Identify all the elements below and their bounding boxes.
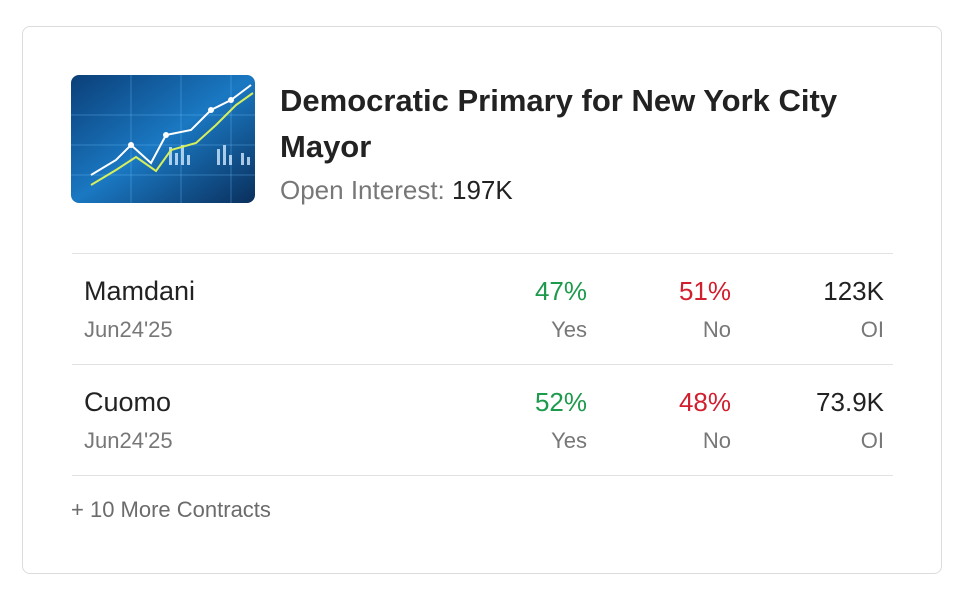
market-card[interactable]	[22, 26, 942, 574]
more-contracts-link[interactable]: + 10 More Contracts	[71, 497, 271, 522]
divider	[72, 253, 893, 254]
contract-date: Jun24'25	[84, 317, 173, 342]
yes-price[interactable]: 52%	[534, 387, 587, 417]
no-price[interactable]: 51%	[678, 276, 731, 306]
contract-oi: 123K	[823, 276, 884, 306]
open-interest-value: 197K	[452, 175, 513, 205]
market-title[interactable]: Democratic Primary for New York City May…	[280, 83, 838, 164]
contract-name[interactable]: Cuomo	[84, 387, 172, 417]
no-label: No	[702, 428, 731, 453]
oi-label: OI	[860, 317, 884, 342]
thumbnail	[71, 75, 255, 203]
yes-label: Yes	[551, 428, 587, 453]
contract-name[interactable]: Mamdani	[84, 276, 196, 306]
yes-price[interactable]: 47%	[534, 276, 587, 306]
no-price[interactable]: 48%	[678, 387, 731, 417]
oi-label: OI	[860, 428, 884, 453]
yes-label: Yes	[551, 317, 587, 342]
contract-date: Jun24'25	[84, 428, 173, 453]
divider	[72, 364, 893, 365]
no-label: No	[702, 317, 731, 342]
open-interest: Open Interest: 197K	[280, 173, 513, 207]
contract-oi: 73.9K	[816, 387, 884, 417]
divider	[72, 475, 893, 476]
open-interest-label: Open Interest:	[280, 175, 445, 205]
